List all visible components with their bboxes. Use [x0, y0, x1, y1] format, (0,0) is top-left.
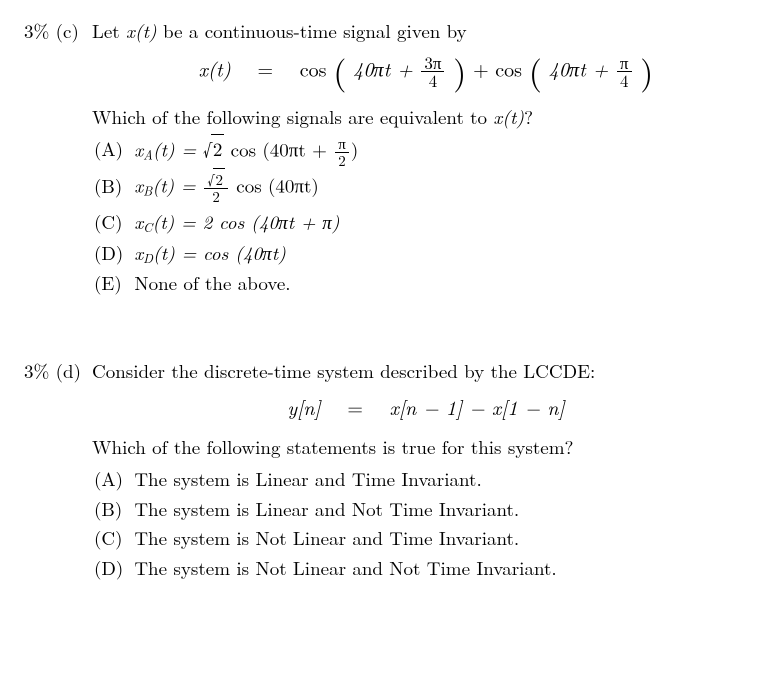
c-choice-d-rest: (t) = cos (40πt) — [153, 239, 286, 266]
d-choice-a: (A) The system is Linear and Time Invari… — [94, 466, 760, 492]
c-choices: (A) xA(t) = 2 cos (40πt + π2) (B) xB(t) … — [94, 136, 760, 296]
c-choice-a-sqrt: 2 — [203, 136, 224, 162]
d-eq-rhs: x[n − 1] − x[1 − n] — [390, 392, 565, 421]
d-eq-lhs: y[n] — [287, 392, 320, 421]
d-question: Which of the following statements is tru… — [92, 434, 760, 460]
c-question-post: ? — [524, 103, 533, 130]
c-choice-a-rest: (t) = — [153, 135, 203, 162]
d-choice-b-text: The system is Linear and Not Time Invari… — [134, 495, 519, 522]
problem-d-weight: 3% (d) — [24, 358, 92, 384]
c-choice-d: (D) xD(t) = cos (40πt) — [94, 240, 760, 267]
problem-c-header: 3% (c) Let x(t) be a continuous-time sig… — [24, 18, 760, 300]
d-choice-c-text: The system is Not Linear and Time Invari… — [134, 524, 519, 551]
c-choice-b-rest: (t) = — [152, 172, 202, 199]
close-paren-2: ) — [640, 57, 653, 84]
d-choices: (A) The system is Linear and Time Invari… — [94, 466, 760, 581]
open-paren-1: ( — [333, 57, 346, 84]
c-choice-a-label: (A) — [94, 136, 128, 162]
c-choice-a-frac: π2 — [335, 136, 349, 169]
problem-d-header: 3% (d) Consider the discrete-time system… — [24, 358, 760, 585]
d-equation: y[n] = x[n − 1] − x[1 − n] — [92, 393, 760, 420]
open-paren-2: ( — [529, 57, 542, 84]
c-question-sig: x(t) — [493, 103, 524, 130]
problem-c: 3% (c) Let x(t) be a continuous-time sig… — [24, 18, 760, 300]
d-choice-d-text: The system is Not Linear and Not Time In… — [134, 554, 556, 581]
c-choice-d-label: (D) — [94, 240, 128, 266]
c-eq-plus: + cos — [473, 53, 522, 82]
d-choice-c-label: (C) — [94, 525, 128, 551]
problem-d: 3% (d) Consider the discrete-time system… — [24, 358, 760, 585]
d-choice-d-label: (D) — [94, 555, 128, 581]
c-eq-arg1a: 40πt + — [353, 53, 413, 82]
c-choice-e: (E) None of the above. — [94, 270, 760, 296]
c-choice-c-label: (C) — [94, 209, 128, 235]
c-equation: x(t) = cos ( 40πt + 3π 4 ) + cos ( 40πt … — [92, 54, 760, 91]
c-choice-a-tail: cos (40πt + — [224, 135, 333, 162]
problem-c-weight: 3% (c) — [24, 18, 92, 44]
d-choice-a-label: (A) — [94, 466, 128, 492]
c-eq-arg2a: 40πt + — [549, 53, 609, 82]
c-eq-lhs: x(t) — [199, 53, 231, 82]
c-prompt-pre: Let — [92, 17, 126, 44]
c-choice-b-sig: x — [134, 172, 143, 199]
c-choice-b: (B) xB(t) = 22 cos (40πt) — [94, 172, 760, 205]
problem-d-body: Consider the discrete-time system descri… — [92, 358, 760, 585]
d-choice-b: (B) The system is Linear and Not Time In… — [94, 496, 760, 522]
c-prompt-post: be a continuous-time signal given by — [157, 17, 467, 44]
c-choice-c-rest: (t) = 2 cos (40πt + π) — [152, 208, 339, 235]
c-choice-c: (C) xC(t) = 2 cos (40πt + π) — [94, 209, 760, 236]
c-choice-a-sub: A — [143, 144, 153, 163]
c-choice-d-sig: x — [134, 239, 143, 266]
c-choice-e-text: None of the above. — [134, 269, 290, 296]
c-eq-frac1-den: 4 — [421, 72, 444, 90]
c-choice-a-close: ) — [351, 135, 358, 162]
c-choice-a: (A) xA(t) = 2 cos (40πt + π2) — [94, 136, 760, 169]
d-choice-a-text: The system is Linear and Time Invariant. — [134, 465, 481, 492]
c-choice-e-label: (E) — [94, 270, 128, 296]
c-eq-frac2-den: 4 — [617, 72, 632, 90]
d-prompt: Consider the discrete-time system descri… — [92, 357, 595, 384]
c-eq-frac1: 3π 4 — [421, 54, 444, 91]
c-eq-frac2: π 4 — [617, 54, 632, 91]
c-choice-b-label: (B) — [94, 173, 128, 199]
c-choice-b-frac: 22 — [204, 172, 228, 205]
c-choice-d-sub: D — [143, 248, 153, 267]
d-choice-c: (C) The system is Not Linear and Time In… — [94, 525, 760, 551]
c-prompt-sig: x(t) — [126, 17, 157, 44]
c-question: Which of the following signals are equiv… — [92, 104, 760, 130]
d-choice-b-label: (B) — [94, 496, 128, 522]
problem-c-body: Let x(t) be a continuous-time signal giv… — [92, 18, 760, 300]
c-choice-b-sub: B — [143, 181, 152, 200]
c-question-pre: Which of the following signals are equiv… — [92, 103, 493, 130]
d-choice-d: (D) The system is Not Linear and Not Tim… — [94, 555, 760, 581]
c-choice-a-sig: x — [134, 135, 143, 162]
c-choice-b-tail: cos (40πt) — [230, 172, 319, 199]
close-paren-1: ) — [453, 57, 466, 84]
c-choice-c-sig: x — [134, 208, 143, 235]
c-eq-eq: = — [258, 53, 274, 82]
c-eq-cos1: cos — [300, 53, 327, 82]
d-eq-eq: = — [347, 392, 363, 421]
